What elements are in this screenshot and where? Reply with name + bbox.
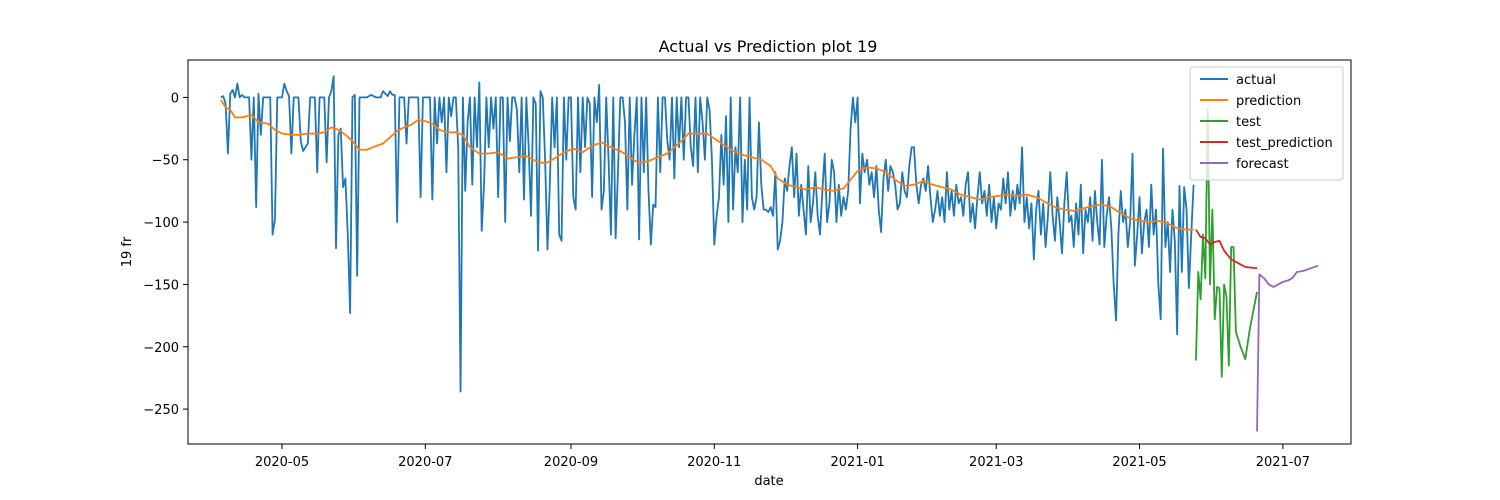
legend-label-test: test [1236, 115, 1261, 130]
series-line-forecast [1256, 264, 1319, 432]
x-tick-label: 2021-03 [969, 455, 1023, 470]
plot-area-frame [187, 59, 1352, 445]
x-tick-label: 2020-07 [398, 455, 452, 470]
x-axis: 2020-05 2020-07 2020-09 2020-11 2021-01 2021-… [255, 444, 1310, 470]
y-tick-label: −50 [152, 154, 179, 169]
series-line-test [1195, 107, 1258, 378]
series-line-prediction [220, 99, 1194, 231]
plot-series-group [220, 75, 1319, 432]
series-line-actual [220, 75, 1195, 393]
chart-title: Actual vs Prediction plot 19 [659, 37, 878, 56]
legend: actual prediction test test_predictionforec… [1189, 66, 1344, 181]
y-tick-label: −100 [143, 216, 179, 231]
x-tick-label: 2021-05 [1112, 455, 1166, 470]
y-tick-label: −200 [143, 341, 179, 356]
y-tick-label: −250 [143, 403, 179, 418]
y-tick-label: −150 [143, 278, 179, 293]
x-tick-label: 2021-01 [830, 455, 884, 470]
x-tick-label: 2020-05 [255, 455, 309, 470]
y-tick-label: 0 [171, 91, 179, 106]
y-axis: 0 −50 −100 −150 −200 −250 [143, 91, 188, 418]
series-line-test-prediction [1195, 229, 1258, 270]
x-tick-label: 2020-11 [687, 455, 741, 470]
x-tick-label: 2021-07 [1256, 455, 1310, 470]
legend-label-actual: actual [1236, 73, 1276, 88]
legend-label-forecast: forecast [1236, 157, 1289, 172]
x-tick-label: 2020-09 [544, 455, 598, 470]
y-axis-label: 19 fr [120, 236, 135, 267]
x-axis-label: date [754, 474, 783, 489]
legend-box [1189, 66, 1344, 181]
legend-label-test-prediction: test_prediction [1236, 136, 1333, 151]
legend-label-prediction: prediction [1236, 94, 1301, 109]
